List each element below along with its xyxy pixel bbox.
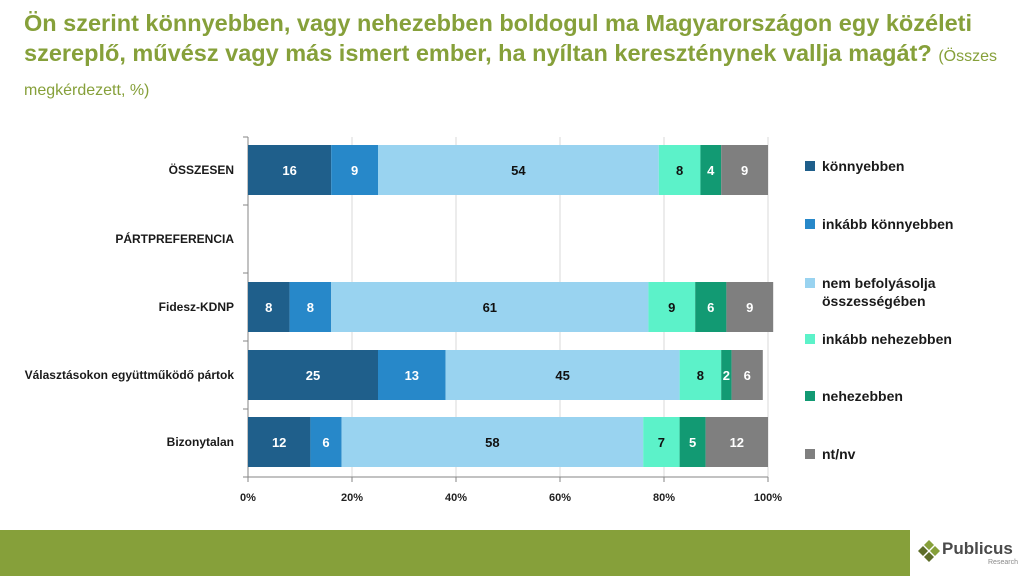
bar-segment	[248, 282, 290, 332]
bar-segment	[289, 282, 332, 332]
data-label: 8	[697, 368, 704, 383]
category-label: Fidesz-KDNP	[159, 300, 234, 314]
legend-swatch	[805, 161, 815, 171]
data-label: 2	[723, 368, 730, 383]
bar-segment	[679, 350, 722, 400]
data-label: 45	[555, 368, 569, 383]
x-tick-label: 100%	[754, 492, 782, 504]
bar-segment	[679, 417, 706, 467]
legend-swatch	[805, 449, 815, 459]
stacked-bar-chart: 0% 20% 40% 60% 80% 100% ÖSSZESEN PÁRTPREFERENCI…	[25, 136, 953, 504]
legend-label: nem befolyásolja összességében	[822, 275, 936, 309]
bar-segment	[331, 282, 649, 332]
title-main: Ön szerint könnyebben, vagy nehezebben b…	[24, 10, 973, 66]
data-label: 12	[272, 435, 286, 450]
legend-label: nehezebben	[822, 388, 903, 404]
publicus-logo-icon	[918, 540, 940, 562]
data-label: 54	[511, 163, 526, 178]
data-label: 5	[689, 435, 696, 450]
data-label: 9	[741, 163, 748, 178]
bar-segment	[726, 282, 774, 332]
category-label: Választásokon együttműködő pártok	[25, 368, 235, 382]
bar-segment	[248, 350, 378, 400]
bar-segment	[658, 145, 701, 195]
bar-segment	[248, 145, 332, 195]
data-label: 9	[351, 163, 358, 178]
bar-segment	[700, 145, 722, 195]
bar-segment	[378, 145, 659, 195]
legend-swatch	[805, 219, 815, 229]
data-label: 9	[668, 300, 675, 315]
bar-segment	[310, 417, 342, 467]
bar-segment	[378, 350, 446, 400]
data-label: 4	[707, 163, 715, 178]
data-label: 6	[322, 435, 329, 450]
bar-segment	[341, 417, 644, 467]
legend-swatch	[805, 334, 815, 344]
footer-band	[0, 530, 1024, 576]
data-label: 25	[306, 368, 320, 383]
data-label: 61	[483, 300, 497, 315]
logo-name: Publicus	[942, 539, 1013, 558]
x-tick-label: 40%	[445, 492, 467, 504]
chart-title: Ön szerint könnyebben, vagy nehezebben b…	[24, 8, 1004, 106]
bar-segment	[648, 282, 696, 332]
data-label: 6	[744, 368, 751, 383]
x-tick-label: 0%	[240, 492, 256, 504]
data-label: 58	[485, 435, 499, 450]
bar-segment	[331, 145, 378, 195]
category-label: Bizonytalan	[167, 435, 234, 449]
legend-swatch	[805, 391, 815, 401]
data-label: 8	[676, 163, 683, 178]
publicus-logo: Publicus Research	[910, 530, 1024, 576]
category-label: PÁRTPREFERENCIA	[115, 231, 234, 246]
x-tick-label: 80%	[653, 492, 675, 504]
data-label: 16	[282, 163, 296, 178]
legend-swatch	[805, 278, 815, 288]
data-label: 8	[265, 300, 272, 315]
bar-segment	[721, 145, 768, 195]
title-subtitle: (Összes megkérdezett, %)	[24, 48, 997, 99]
legend-label: inkább könnyebben	[822, 216, 953, 232]
logo-sub: Research	[988, 559, 1018, 566]
data-label: 6	[707, 300, 714, 315]
legend-label: nt/nv	[822, 446, 856, 462]
bar-segment	[445, 350, 680, 400]
data-label: 7	[658, 435, 665, 450]
bar-segment	[643, 417, 680, 467]
data-label: 9	[746, 300, 753, 315]
data-label: 12	[730, 435, 744, 450]
data-label: 8	[307, 300, 314, 315]
legend-label: inkább nehezebben	[822, 331, 952, 347]
bar-segment	[731, 350, 763, 400]
bar-segment	[248, 417, 311, 467]
bar-segment	[695, 282, 727, 332]
bar-segment	[705, 417, 768, 467]
bar-segment	[721, 350, 732, 400]
category-label: ÖSSZESEN	[169, 162, 234, 177]
data-label: 13	[405, 368, 419, 383]
x-tick-label: 60%	[549, 492, 571, 504]
x-tick-label: 20%	[341, 492, 363, 504]
legend-label: könnyebben	[822, 158, 904, 174]
